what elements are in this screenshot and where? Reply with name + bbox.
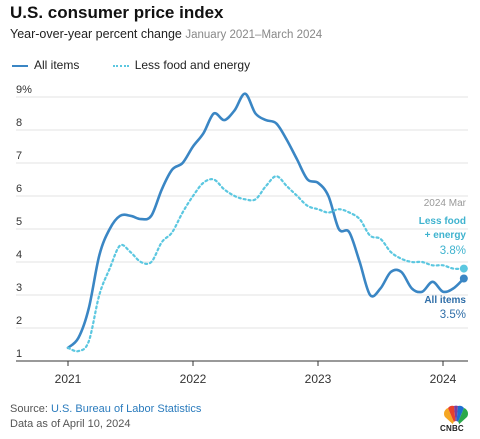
series-endpoints <box>459 264 468 283</box>
y-tick-label: 4 <box>16 249 22 261</box>
endpoint-all-items <box>459 274 468 283</box>
chart-legend: All items Less food and energy <box>12 57 280 72</box>
chart-footer: Source: U.S. Bureau of Labor Statistics … <box>10 402 201 432</box>
legend-swatch-core <box>112 64 129 67</box>
chart-subtitle: Year-over-year percent change January 20… <box>10 27 322 41</box>
legend-item-core: Less food and energy <box>112 57 251 72</box>
y-tick-label: 8 <box>16 117 22 129</box>
x-tick-label: 2023 <box>305 372 332 386</box>
chart-title: U.S. consumer price index <box>10 3 224 22</box>
y-tick-label: 1 <box>16 348 22 360</box>
y-tick-label: 5 <box>16 216 22 228</box>
line-chart: 1 2 3 4 5 6 7 8 9% 2021 2022 2023 2024 2024 Mar Les… <box>16 84 468 386</box>
y-tick-label: 9% <box>16 84 32 96</box>
subtitle-date-range: January 2021–March 2024 <box>185 29 323 41</box>
x-axis-ticks: 2021 2022 2023 2024 <box>55 361 457 386</box>
source-link[interactable]: U.S. Bureau of Labor Statistics <box>50 403 202 415</box>
annotation-all-value: 3.5% <box>440 309 466 321</box>
source-prefix: Source: <box>10 403 51 415</box>
annotation-core-value: 3.8% <box>440 245 466 257</box>
cnbc-logo-text: CNBC <box>440 424 464 433</box>
x-tick-label: 2024 <box>430 372 457 386</box>
endpoint-core <box>459 264 468 273</box>
legend-item-all-items: All items <box>12 58 79 72</box>
annotation-core-label-1: Less food <box>419 216 466 227</box>
legend-label-core: Less food and energy <box>134 57 251 72</box>
chart-series <box>66 92 466 353</box>
y-tick-label: 2 <box>16 315 22 327</box>
end-annotations: 2024 Mar Less food + energy 3.8% All ite… <box>419 198 467 321</box>
y-tick-label: 6 <box>16 183 22 195</box>
y-axis-ticks: 1 2 3 4 5 6 7 8 9% <box>16 84 32 360</box>
series-line-core <box>66 175 465 353</box>
annotation-date: 2024 Mar <box>424 198 467 209</box>
y-tick-label: 3 <box>16 282 22 294</box>
series-line-all-items <box>66 92 466 350</box>
legend-swatch-all-items <box>12 64 28 67</box>
source-line: Source: U.S. Bureau of Labor Statistics <box>10 402 201 417</box>
x-tick-label: 2021 <box>55 372 82 386</box>
cnbc-peacock-icon <box>443 405 469 427</box>
y-tick-label: 7 <box>16 150 22 162</box>
annotation-all-label: All items <box>424 295 466 306</box>
x-tick-label: 2022 <box>180 372 207 386</box>
data-as-of: Data as of April 10, 2024 <box>10 418 131 430</box>
subtitle-main: Year-over-year percent change <box>10 27 182 41</box>
legend-label-all-items: All items <box>34 57 80 72</box>
annotation-core-label-2: + energy <box>425 230 467 241</box>
